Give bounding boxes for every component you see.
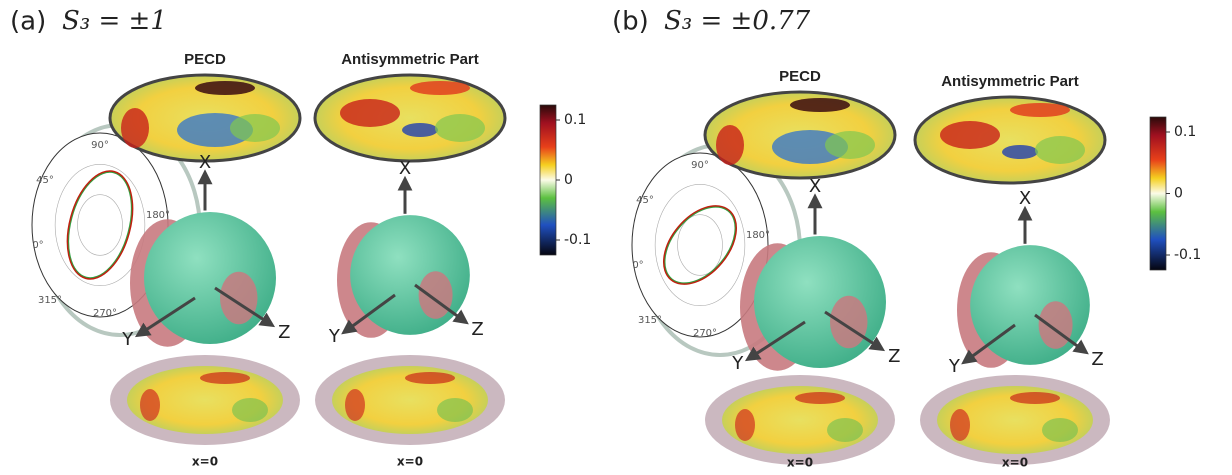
axis-arrow (214, 286, 276, 328)
slice-red (405, 372, 455, 384)
axis-arrow (134, 296, 196, 338)
polar-curve (66, 170, 134, 280)
polar-angle: 270° (693, 328, 717, 339)
colorbar-tick-label: 0.1 (564, 112, 586, 128)
lobe-pink (220, 271, 258, 325)
polar-angle: 90° (91, 140, 109, 151)
plane-label: x=0 (192, 455, 218, 469)
slice-green (1042, 418, 1078, 442)
axis-label: Z (888, 346, 900, 367)
projection-title: Antisymmetric Part (341, 51, 479, 68)
polar-angle: 180° (746, 230, 770, 241)
slice-red (345, 389, 365, 421)
axis-arrow (961, 323, 1016, 365)
polar-curve (68, 171, 132, 279)
axis-arrow (341, 293, 396, 335)
lobe-green (144, 212, 276, 344)
lobe-green (754, 236, 886, 368)
colorbar (1149, 116, 1167, 271)
plane-label: x=0 (1002, 456, 1028, 470)
panel-label: (a) (10, 7, 46, 37)
colorbar (539, 104, 557, 256)
blob-red (340, 99, 400, 127)
polar-ring (77, 194, 123, 256)
axis-label: Z (471, 319, 483, 340)
colorbar-tick-label: 0.1 (1174, 124, 1196, 140)
axis-arrow (824, 310, 886, 352)
panel-condition: S₃ = ±1 (62, 6, 167, 36)
blob-blue (402, 123, 438, 137)
axis-label: Y (121, 329, 134, 350)
blob-dark (410, 81, 470, 95)
polar-angle: 45° (36, 175, 54, 186)
axis-label: Z (278, 322, 290, 343)
lobe-green (970, 245, 1090, 365)
colorbar-tick-label: -0.1 (1174, 247, 1201, 263)
slice-red (735, 409, 755, 441)
blob-red (940, 121, 1000, 149)
blob-green (435, 114, 485, 142)
blob-green (825, 131, 875, 159)
axis-label: X (1019, 188, 1031, 209)
slice-red (795, 392, 845, 404)
axis-label: Y (328, 326, 341, 347)
polar-angle: 0° (632, 260, 643, 271)
polar-ring (654, 183, 746, 307)
slice-red (200, 372, 250, 384)
polar-angle: 45° (636, 195, 654, 206)
polar-curve (664, 206, 736, 284)
polar-angle: 270° (93, 308, 117, 319)
panel-label: (b) (612, 7, 649, 37)
blob-green (230, 114, 280, 142)
polar-ring (54, 163, 146, 287)
projection-title: PECD (779, 68, 821, 85)
polar-angle: 180° (146, 210, 170, 221)
plane-label: x=0 (787, 456, 813, 470)
polar-bg (631, 152, 769, 338)
blob-dark (195, 81, 255, 95)
projection-title: PECD (184, 51, 226, 68)
slice-red (1010, 392, 1060, 404)
lobe-pink (1038, 301, 1073, 349)
axis-arrow (744, 320, 806, 362)
slice-red (140, 389, 160, 421)
panel: (a) S₃ = ±1 90° 45° 0° 315° 270° 180° PECD Antisy… (10, 6, 591, 469)
blob-blue (1002, 145, 1038, 159)
polar-angle: 0° (32, 240, 43, 251)
axis-label: X (399, 158, 411, 179)
projection-title: Antisymmetric Part (941, 73, 1079, 90)
polar-angle: 315° (38, 295, 62, 306)
panel-condition: S₃ = ±0.77 (664, 6, 811, 36)
polar-angle: 315° (638, 315, 662, 326)
axis-label: Z (1091, 349, 1103, 370)
colorbar-tick-label: -0.1 (564, 232, 591, 248)
axis-label: X (809, 176, 821, 197)
blob-green (1035, 136, 1085, 164)
axis-label: Y (731, 353, 744, 374)
plane-label: x=0 (397, 455, 423, 469)
slice-red (950, 409, 970, 441)
blob-red (121, 108, 149, 148)
axis-arrow (1034, 313, 1089, 355)
polar-angle: 90° (691, 160, 709, 171)
colorbar-tick-label: 0 (1174, 186, 1183, 202)
polar-curve (662, 205, 738, 285)
panel: (b) S₃ = ±0.77 90° 45° 0° 315° 270° 180° PECD Ant… (612, 6, 1201, 470)
blob-dark (1010, 103, 1070, 117)
polar-ring (677, 214, 723, 276)
slice-green (827, 418, 863, 442)
blob-dark (790, 98, 850, 112)
blob-red (716, 125, 744, 165)
slice-green (232, 398, 268, 422)
axis-label: X (199, 152, 211, 173)
axis-arrow (414, 283, 469, 325)
colorbar-tick-label: 0 (564, 172, 573, 188)
lobe-green (350, 215, 470, 335)
slice-green (437, 398, 473, 422)
axis-label: Y (948, 356, 961, 377)
lobe-pink (830, 295, 868, 349)
lobe-pink (418, 271, 453, 319)
